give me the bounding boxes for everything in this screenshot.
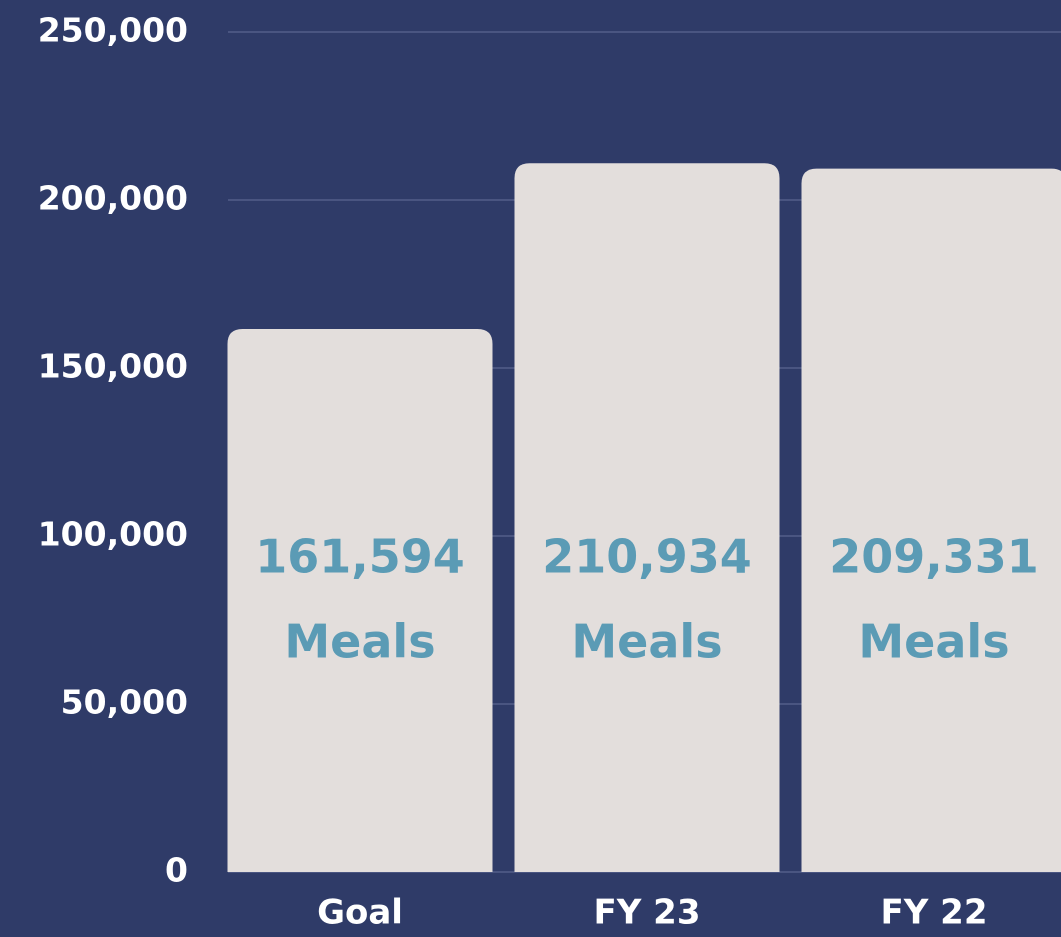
bar	[227, 329, 493, 872]
y-tick-label: 250,000	[38, 11, 188, 50]
data-label-unit: Meals	[571, 615, 722, 669]
bar	[801, 168, 1061, 872]
y-tick-label: 0	[165, 851, 188, 890]
data-label-unit: Meals	[858, 615, 1009, 669]
y-tick-label: 200,000	[38, 179, 188, 218]
y-tick-label: 100,000	[38, 515, 188, 554]
data-label: 210,934	[542, 530, 752, 584]
data-label: 161,594	[255, 530, 465, 584]
x-tick-label: FY 23	[594, 893, 701, 933]
bar	[514, 163, 780, 872]
y-tick-label: 150,000	[38, 347, 188, 386]
data-label-unit: Meals	[284, 615, 435, 669]
y-tick-label: 50,000	[61, 683, 188, 722]
data-label: 209,331	[829, 530, 1039, 584]
x-tick-label: Goal	[317, 893, 403, 933]
x-tick-label: FY 22	[881, 893, 988, 933]
